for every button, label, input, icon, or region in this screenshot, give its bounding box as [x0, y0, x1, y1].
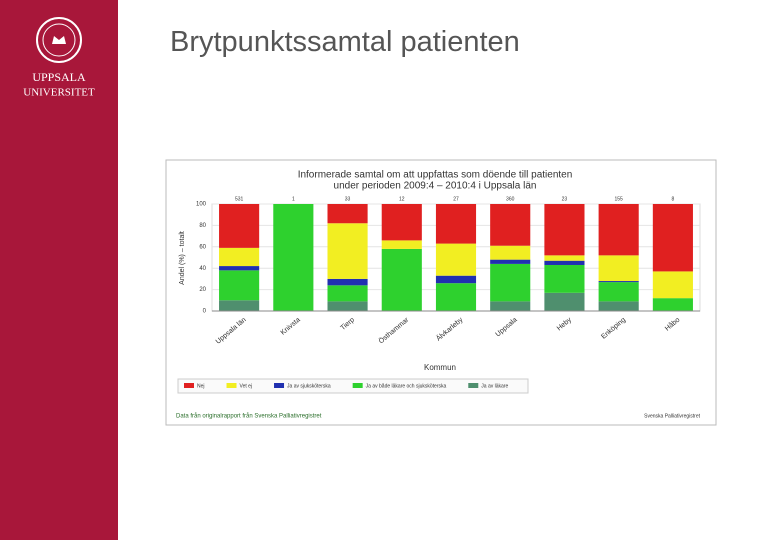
seal-inner	[42, 23, 76, 57]
bar-segment	[598, 282, 639, 302]
legend-swatch	[226, 383, 237, 388]
bar-segment	[598, 204, 639, 256]
legend-swatch	[274, 383, 285, 388]
y-tick-label: 100	[196, 202, 207, 208]
bar-segment	[544, 264, 585, 293]
legend-swatch	[184, 383, 194, 388]
bar-segment	[327, 223, 368, 279]
bar-segment	[490, 263, 531, 302]
n-label: 1	[292, 196, 295, 202]
bar-segment	[490, 259, 531, 264]
legend-label: Vet ej	[240, 383, 253, 389]
n-label: 12	[399, 196, 405, 202]
bar-segment	[219, 266, 260, 271]
y-tick-label: 0	[203, 309, 207, 315]
y-axis-label: Andel (%) – totalt	[179, 231, 186, 285]
n-label: 27	[453, 196, 459, 202]
bar-segment	[219, 247, 260, 267]
sidebar: UPPSALA UNIVERSITET	[0, 0, 118, 540]
bar-segment	[381, 204, 422, 241]
n-label: 155	[614, 196, 623, 202]
bar-segment	[490, 245, 531, 260]
bar-segment	[435, 204, 477, 244]
bar-segment	[490, 301, 531, 311]
logo: UPPSALA UNIVERSITET	[23, 17, 95, 99]
y-tick-label: 20	[199, 287, 206, 293]
bar-segment	[381, 240, 422, 249]
bar-segment	[327, 301, 368, 311]
seal	[36, 17, 82, 63]
bar-segment	[435, 243, 477, 276]
y-tick-label: 80	[199, 223, 206, 229]
bar-segment	[327, 278, 368, 286]
legend-swatch	[352, 383, 363, 388]
n-label: 33	[345, 196, 351, 202]
n-label: 531	[235, 196, 244, 202]
bar-segment	[544, 292, 585, 311]
bar-segment	[598, 255, 639, 282]
bar-segment	[381, 248, 422, 311]
y-tick-label: 60	[199, 244, 206, 250]
legend-label: Ja av både läkare och sjuksköterska	[366, 382, 447, 389]
legend-label: Ja av sjuksköterska	[287, 383, 331, 389]
bar-segment	[598, 281, 639, 283]
n-label: 23	[562, 196, 568, 202]
bar-segment	[219, 270, 260, 301]
bar-segment	[435, 275, 477, 284]
bar-segment	[652, 204, 693, 272]
y-tick-label: 40	[199, 266, 206, 272]
bar-segment	[327, 204, 368, 224]
bar-segment	[327, 285, 368, 302]
bar-segment	[219, 300, 260, 311]
legend-swatch	[468, 383, 479, 388]
legend-label: Nej	[197, 383, 205, 389]
bar-segment	[652, 298, 693, 311]
slide-title: Brytpunktssamtal patienten	[170, 26, 520, 58]
bar-segment	[435, 283, 477, 311]
n-label: 360	[506, 196, 515, 202]
bar-segment	[273, 204, 314, 311]
bar-segment	[598, 301, 639, 311]
source: Data från originalrapport från Svenska P…	[176, 413, 322, 420]
bar-segment	[544, 260, 585, 265]
n-label: 8	[671, 196, 674, 202]
bar-segment	[652, 271, 693, 299]
logo-text: UNIVERSITET	[23, 87, 95, 99]
x-axis-label: Kommun	[424, 363, 456, 372]
crown	[52, 36, 66, 44]
chart-subtitle: under perioden 2009:4 – 2010:4 i Uppsala…	[334, 181, 537, 192]
credit: Svenska Palliativregistret	[644, 413, 700, 419]
bar-segment	[544, 204, 585, 256]
logo-text: UPPSALA	[32, 70, 86, 84]
bar-segment	[490, 204, 531, 246]
bar-segment	[219, 204, 260, 248]
chart-title: Informerade samtal om att uppfattas som …	[298, 170, 573, 181]
bar-segment	[544, 255, 585, 261]
legend-label: Ja av läkare	[481, 383, 508, 389]
